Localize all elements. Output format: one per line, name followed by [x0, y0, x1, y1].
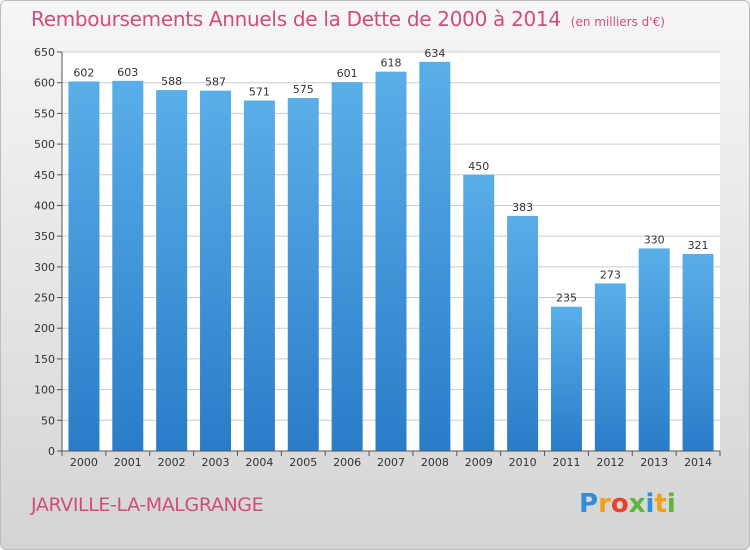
- proxiti-logo[interactable]: Proxiti: [579, 489, 676, 519]
- y-tick-label: 100: [34, 384, 55, 397]
- x-tick-label: 2001: [114, 456, 142, 469]
- data-label-2001: 603: [117, 66, 138, 79]
- bar-2013[interactable]: [638, 248, 670, 451]
- y-tick-label: 500: [34, 138, 55, 151]
- y-tick-label: 650: [34, 46, 55, 59]
- bar-2005[interactable]: [287, 98, 319, 452]
- logo-letter: i: [645, 489, 655, 519]
- bars-group: [68, 61, 714, 452]
- y-tick-label: 450: [34, 169, 55, 182]
- data-label-2007: 618: [381, 57, 402, 70]
- y-tick-label: 550: [34, 107, 55, 120]
- data-label-2009: 450: [468, 160, 489, 173]
- bar-2009[interactable]: [463, 174, 495, 451]
- y-tick-label: 600: [34, 77, 55, 90]
- y-tick-label: 150: [34, 353, 55, 366]
- x-tick-label: 2004: [245, 456, 273, 469]
- x-tick-label: 2014: [684, 456, 712, 469]
- x-tick-label: 2000: [70, 456, 98, 469]
- chart-title-text: Remboursements Annuels de la Dette de 20…: [31, 7, 561, 31]
- logo-letter: t: [654, 489, 667, 519]
- data-label-2014: 321: [688, 239, 709, 252]
- x-tick-label: 2008: [421, 456, 449, 469]
- data-label-2008: 634: [424, 47, 445, 60]
- bar-2014[interactable]: [682, 253, 714, 451]
- x-tick-label: 2011: [552, 456, 580, 469]
- x-tick-label: 2012: [596, 456, 624, 469]
- bar-2012[interactable]: [594, 283, 626, 451]
- y-tick-label: 350: [34, 230, 55, 243]
- city-name: JARVILLE-LA-MALGRANGE: [31, 494, 264, 516]
- y-tick-label: 400: [34, 199, 55, 212]
- bar-2008[interactable]: [419, 61, 451, 452]
- data-label-2013: 330: [644, 233, 665, 246]
- x-tick-label: 2013: [640, 456, 668, 469]
- chart-subtitle: (en milliers d'€): [570, 15, 665, 29]
- x-tick-label: 2002: [158, 456, 186, 469]
- chart-title: Remboursements Annuels de la Dette de 20…: [31, 7, 665, 31]
- x-tick-label: 2003: [202, 456, 230, 469]
- y-tick-label: 50: [41, 414, 55, 427]
- y-tick-label: 250: [34, 292, 55, 305]
- x-tick-label: 2005: [289, 456, 317, 469]
- bar-2000[interactable]: [68, 81, 100, 452]
- data-label-2003: 587: [205, 76, 226, 89]
- data-label-2012: 273: [600, 268, 621, 281]
- data-label-2010: 383: [512, 201, 533, 214]
- bar-2011[interactable]: [550, 306, 582, 451]
- data-label-2004: 571: [249, 85, 270, 98]
- bar-2004[interactable]: [243, 100, 275, 452]
- bar-2002[interactable]: [156, 90, 188, 451]
- data-label-2005: 575: [293, 83, 314, 96]
- logo-letter: o: [610, 489, 629, 519]
- x-tick-label: 2007: [377, 456, 405, 469]
- data-label-2011: 235: [556, 292, 577, 305]
- data-label-2006: 601: [337, 67, 358, 80]
- y-tick-label: 200: [34, 322, 55, 335]
- logo-letter: x: [628, 489, 646, 519]
- x-tick-label: 2009: [465, 456, 493, 469]
- logo-letter: r: [598, 489, 611, 519]
- x-tick-label: 2010: [509, 456, 537, 469]
- bar-2001[interactable]: [112, 80, 144, 451]
- y-tick-label: 0: [48, 445, 55, 458]
- data-labels-group: 602 603 588 587 571 575 601 618 634 450 383 235 273 3…: [73, 47, 708, 305]
- bar-2010[interactable]: [507, 215, 539, 451]
- data-label-2000: 602: [73, 66, 94, 79]
- logo-letter: P: [579, 489, 599, 519]
- data-label-2002: 588: [161, 75, 182, 88]
- bar-2003[interactable]: [200, 90, 232, 452]
- logo-letter: i: [666, 489, 676, 519]
- y-tick-label: 300: [34, 261, 55, 274]
- bar-2007[interactable]: [375, 71, 407, 452]
- bar-2006[interactable]: [331, 82, 363, 451]
- x-tick-label: 2006: [333, 456, 361, 469]
- axes-group: 0 50 100 150 200 250 300 350 400 450 500 550 600 650 2…: [34, 46, 721, 469]
